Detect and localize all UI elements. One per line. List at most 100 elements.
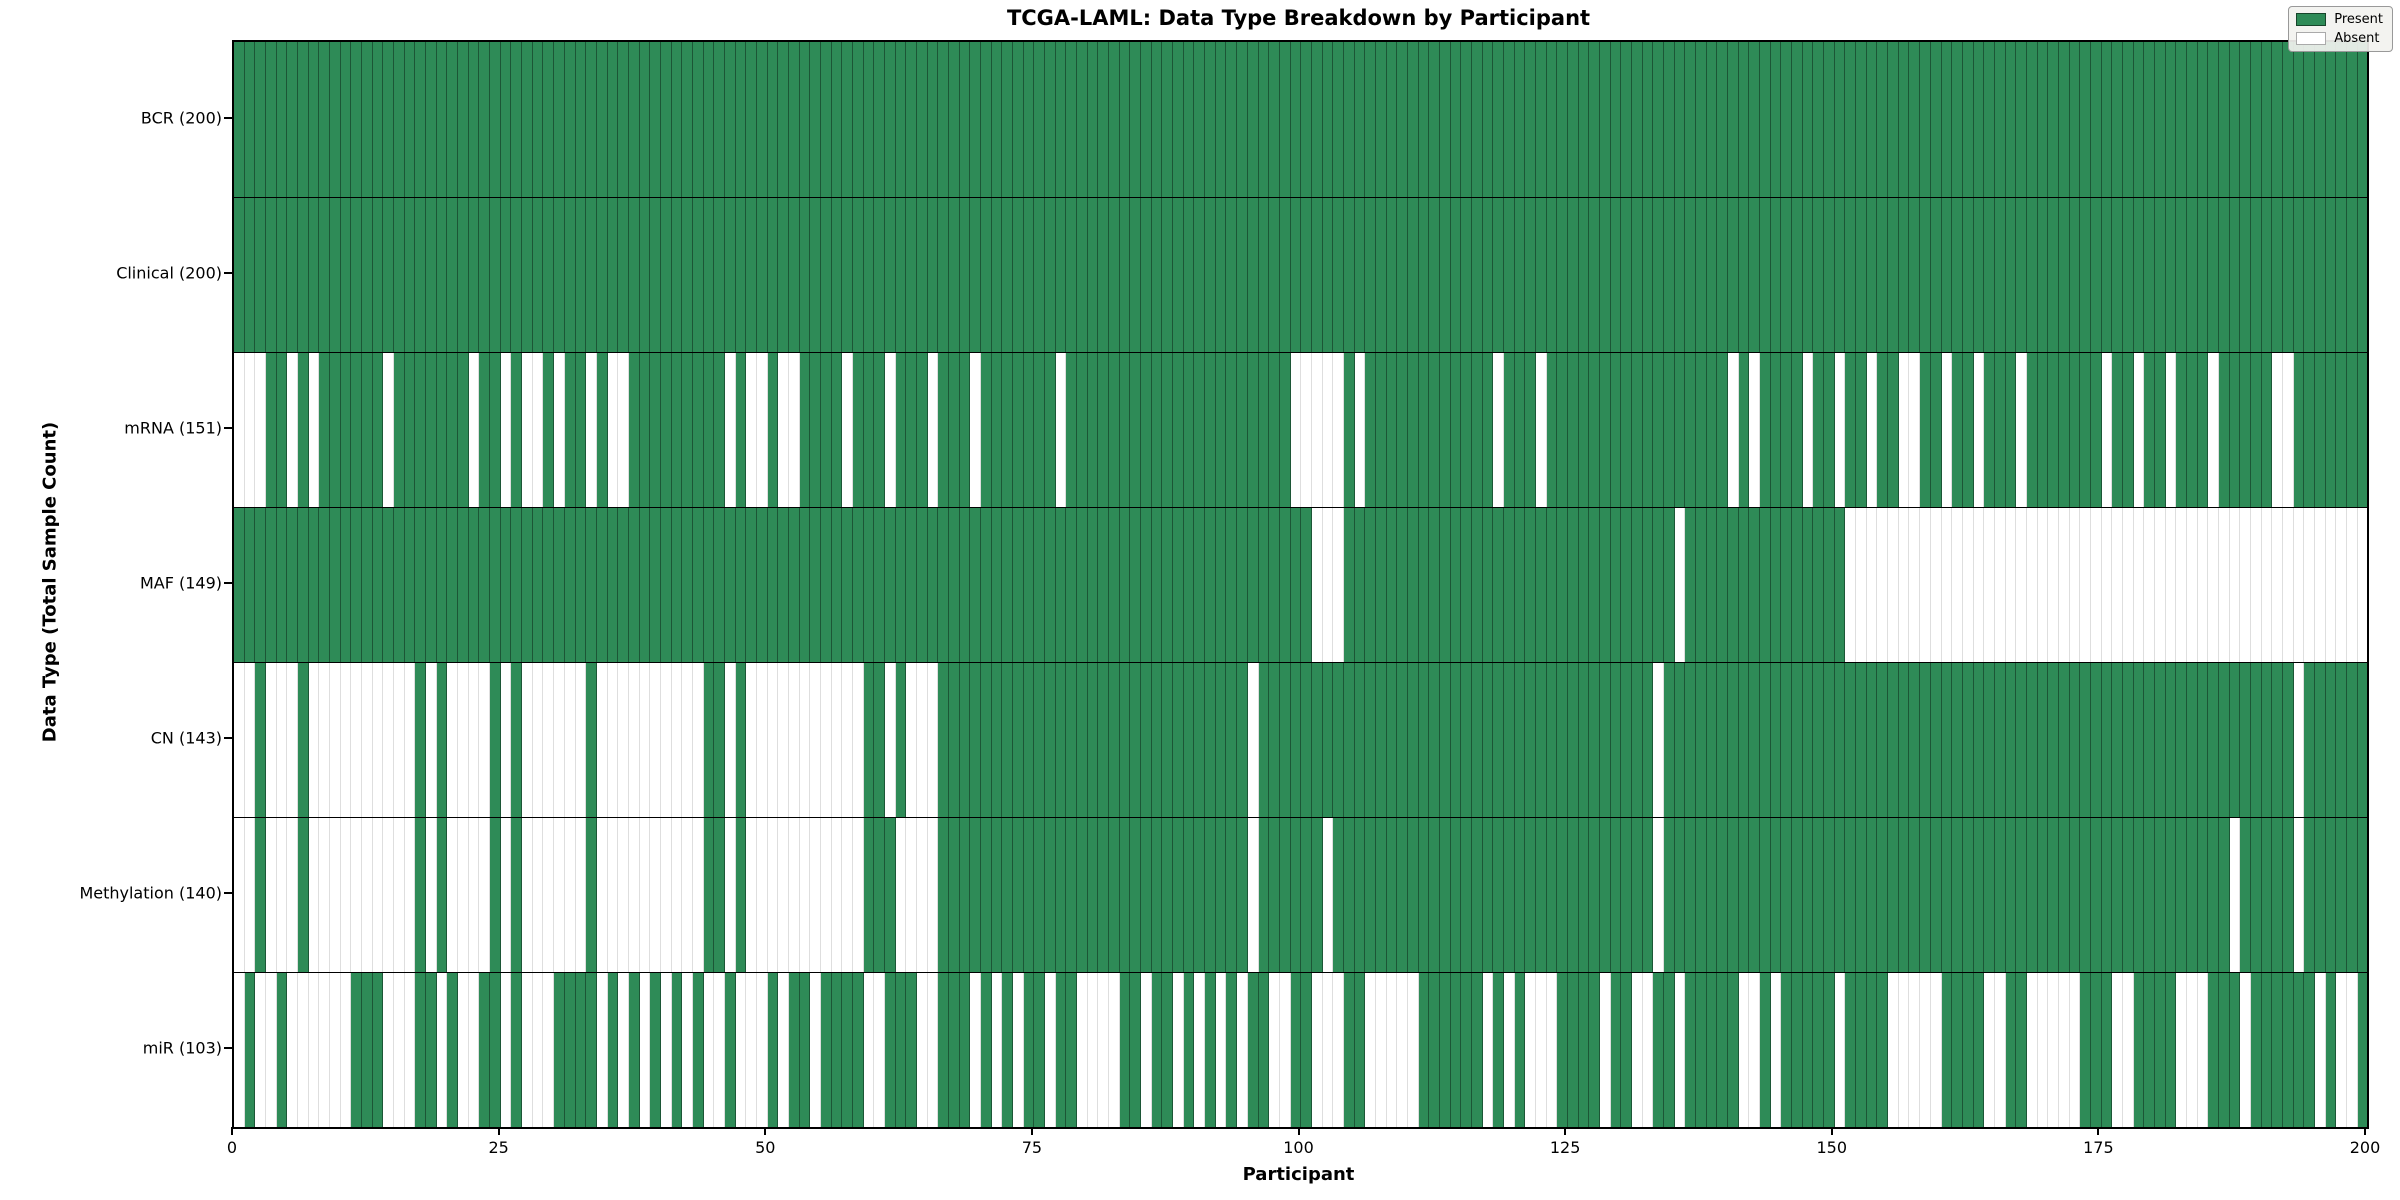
heatmap-cell (308, 42, 320, 197)
heatmap-cell (234, 663, 245, 817)
heatmap-cell (1482, 818, 1494, 972)
heatmap-cell (2261, 353, 2273, 507)
heatmap-cell (991, 973, 1003, 1127)
heatmap-cell (1173, 663, 1184, 817)
heatmap-cell (1354, 663, 1366, 817)
heatmap-cell (1856, 508, 1867, 662)
heatmap-cell (468, 973, 480, 1127)
heatmap-cell (2315, 353, 2326, 507)
heatmap-cell (1407, 973, 1419, 1127)
heatmap-cell (447, 663, 459, 817)
heatmap-cell (1834, 663, 1846, 817)
heatmap-cell (852, 353, 864, 507)
heatmap-cell (1749, 508, 1761, 662)
heatmap-cell (1482, 663, 1494, 817)
heatmap-cell (938, 42, 950, 197)
heatmap-cell (2133, 663, 2145, 817)
heatmap-cell (340, 198, 352, 352)
heatmap-cell (1984, 42, 1995, 197)
heatmap-cell (1450, 663, 1462, 817)
heatmap-cell (874, 42, 885, 197)
heatmap-cell (2144, 508, 2155, 662)
heatmap-cell (2165, 973, 2177, 1127)
heatmap-cell (1567, 973, 1579, 1127)
heatmap-cell (660, 818, 672, 972)
heatmap-cell (2272, 353, 2283, 507)
heatmap-cell (660, 42, 672, 197)
heatmap-cell (1461, 818, 1472, 972)
heatmap-cell (1525, 818, 1536, 972)
heatmap-cell (1706, 973, 1718, 1127)
heatmap-cell (1973, 508, 1985, 662)
heatmap-cell (1535, 973, 1547, 1127)
heatmap-cell (564, 353, 576, 507)
heatmap-cell (714, 353, 725, 507)
heatmap-cell (650, 508, 661, 662)
heatmap-cell (1290, 42, 1302, 197)
heatmap-cell (1141, 663, 1152, 817)
heatmap-cell (2347, 198, 2358, 352)
heatmap-cell (2197, 42, 2209, 197)
heatmap-cell (1962, 353, 1974, 507)
heatmap-cell (575, 973, 587, 1127)
heatmap-cell (2101, 508, 2113, 662)
heatmap-cell (2357, 353, 2368, 507)
heatmap-cell (2154, 42, 2166, 197)
heatmap-cell (1760, 818, 1771, 972)
heatmap-cell (458, 663, 469, 817)
heatmap-cell (415, 198, 427, 352)
heatmap-cell (1151, 973, 1163, 1127)
heatmap-cell (2186, 198, 2198, 352)
heatmap-cell (1824, 663, 1835, 817)
heatmap-cell (2304, 818, 2316, 972)
heatmap-cell (1279, 973, 1291, 1127)
heatmap-cell (618, 973, 629, 1127)
heatmap-cell (458, 508, 469, 662)
heatmap-cell (2176, 818, 2187, 972)
heatmap-cell (1728, 818, 1739, 972)
heatmap-cell (1301, 198, 1312, 352)
heatmap-cell (1706, 353, 1718, 507)
heatmap-cell (1973, 198, 1985, 352)
heatmap-cell (895, 973, 907, 1127)
heatmap-cell (938, 818, 950, 972)
heatmap-cell (1247, 973, 1259, 1127)
heatmap-cell (906, 508, 917, 662)
heatmap-cell (1311, 42, 1323, 197)
heatmap-cell (2218, 353, 2230, 507)
heatmap-cell (564, 818, 576, 972)
heatmap-cell (1493, 198, 1504, 352)
heatmap-cell (586, 818, 597, 972)
heatmap-cell (714, 508, 725, 662)
heatmap-cell (319, 663, 331, 817)
heatmap-cell (596, 663, 608, 817)
heatmap-cell (842, 42, 853, 197)
heatmap-cell (1621, 973, 1633, 1127)
heatmap-cell (1738, 973, 1750, 1127)
heatmap-cell (949, 198, 960, 352)
heatmap-cell (1173, 818, 1184, 972)
heatmap-cell (575, 508, 587, 662)
heatmap-cell (1301, 663, 1312, 817)
heatmap-cell (1461, 42, 1472, 197)
legend-item-present: Present (2296, 12, 2383, 27)
heatmap-cell (1813, 663, 1825, 817)
heatmap-cell (724, 973, 736, 1127)
heatmap-cell (1557, 353, 1568, 507)
heatmap-cell (820, 663, 832, 817)
heatmap-cell (2325, 508, 2337, 662)
heatmap-cell (1717, 353, 1729, 507)
heatmap-cell (2208, 973, 2219, 1127)
heatmap-cell (1034, 973, 1046, 1127)
heatmap-cell (1077, 353, 1088, 507)
heatmap-cell (788, 818, 800, 972)
heatmap-cell (1770, 198, 1782, 352)
row-label: mRNA (151) (124, 418, 222, 437)
heatmap-cell (1802, 353, 1814, 507)
heatmap-cell (1279, 42, 1291, 197)
heatmap-cell (2186, 818, 2198, 972)
heatmap-cell (1600, 818, 1611, 972)
heatmap-cell (2144, 353, 2155, 507)
heatmap-cell (1546, 663, 1558, 817)
heatmap-cell (959, 42, 971, 197)
